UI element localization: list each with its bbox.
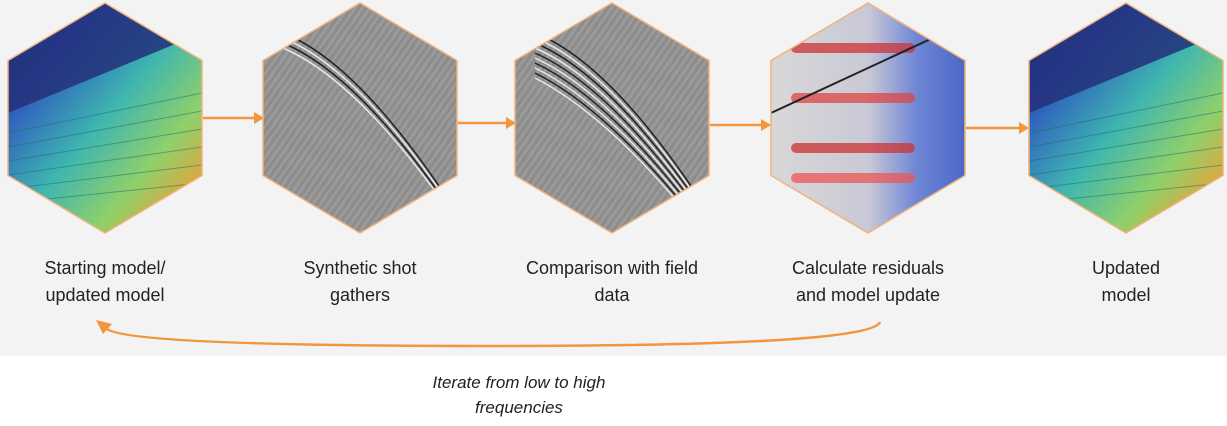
hexagon-border (514, 2, 710, 234)
node-label: updated model (45, 285, 164, 305)
node-label: Comparison with field (526, 258, 698, 278)
node-label: Starting model/ (44, 258, 165, 278)
residual-band (791, 173, 915, 183)
loop-label: frequencies (475, 398, 563, 417)
wavefront (534, 37, 709, 217)
arrows (96, 112, 1029, 348)
strata (1029, 164, 1223, 190)
node-label: Synthetic shot (303, 258, 416, 278)
node-label: gathers (330, 285, 390, 305)
wavefront (282, 42, 457, 220)
wavefront (534, 32, 709, 214)
residual-band (791, 93, 915, 103)
strata (8, 92, 202, 134)
strata (1029, 146, 1223, 176)
loop-label: Iterate from low to high (433, 373, 606, 392)
hexagon-border (770, 2, 966, 234)
strata (8, 110, 202, 148)
wavefront (534, 47, 709, 223)
node-label: data (594, 285, 630, 305)
hexagon-border (262, 2, 458, 234)
hexagon-border (1028, 2, 1224, 234)
residual-band (791, 143, 915, 153)
wavefront (534, 42, 709, 220)
wavefront (282, 47, 457, 223)
strata (8, 146, 202, 176)
wavefront (282, 37, 457, 217)
node-label: model (1101, 285, 1150, 305)
residual-band (791, 43, 915, 53)
strata (8, 164, 202, 190)
node-label: Calculate residuals (792, 258, 944, 278)
strata (1029, 110, 1223, 148)
strata (8, 128, 202, 162)
strata (1029, 92, 1223, 134)
wavefront (282, 32, 457, 214)
hexagon-border (7, 2, 203, 234)
strata (1029, 128, 1223, 162)
node-label: Updated (1092, 258, 1160, 278)
node-label: and model update (796, 285, 940, 305)
